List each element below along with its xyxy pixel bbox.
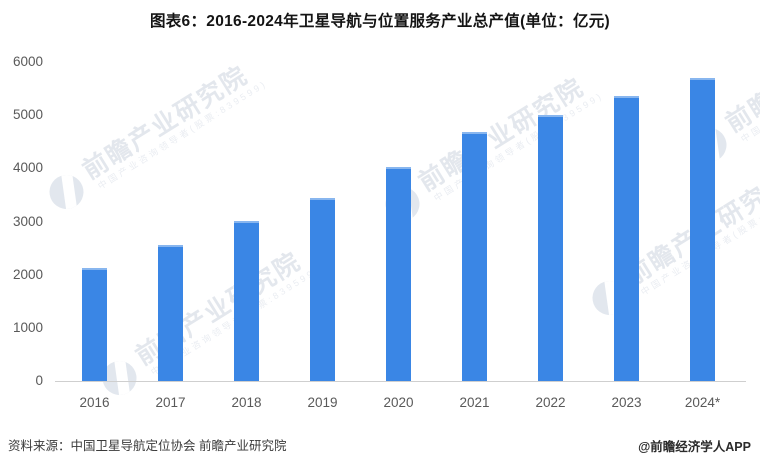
y-tick-label-5000: 5000 [12, 107, 43, 123]
bar-2019 [310, 198, 335, 381]
watermark: 前瞻产业研究院中国产业咨询领导者(股票:839599) [42, 55, 269, 217]
x-tick-label-2020: 2020 [383, 395, 414, 410]
bar-2023 [614, 96, 639, 381]
x-tick-label-2016: 2016 [79, 395, 110, 410]
y-tick-label-4000: 4000 [12, 160, 43, 176]
chart-title: 图表6：2016-2024年卫星导航与位置服务产业总产值(单位：亿元) [149, 13, 611, 30]
watermark-text: 前瞻产业研究院 [413, 73, 590, 197]
x-axis-line [55, 381, 746, 382]
y-tick-label-3000: 3000 [12, 213, 43, 229]
watermark: 前瞻产业研究院中国产业咨询领导者(股票:839599) [378, 67, 605, 229]
bar-2016 [82, 268, 107, 381]
bar-2024 [690, 78, 715, 381]
source-note: 资料来源：中国卫星导航定位协会 前瞻产业研究院 [8, 439, 287, 453]
x-tick-label-2022: 2022 [535, 395, 566, 410]
bar-2022 [538, 115, 563, 381]
watermark-subtext: 中国产业咨询领导者(股票:839599) [432, 90, 606, 204]
bar-2021 [462, 132, 487, 381]
bar-2020 [386, 167, 411, 381]
y-tick-label-6000: 6000 [12, 54, 43, 69]
y-tick-label-2000: 2000 [12, 266, 43, 282]
watermark-text: 前瞻产业研究院 [77, 61, 254, 185]
bar-2017 [158, 245, 183, 381]
x-tick-label-2018: 2018 [231, 395, 262, 410]
qianzhan-logo-icon [42, 168, 90, 216]
x-tick-label-2021: 2021 [459, 395, 490, 410]
watermark-subtext: 中国产业咨询领导者(股票:839599) [739, 31, 760, 145]
x-tick-label-2023: 2023 [611, 395, 642, 410]
x-tick-label-2019: 2019 [307, 395, 338, 410]
y-tick-label-0: 0 [35, 373, 43, 388]
x-tick-label-2024: 2024* [684, 395, 721, 410]
credit-note: @前瞻经济学人APP [638, 440, 751, 454]
watermark-subtext: 中国产业咨询领导者(股票:839599) [96, 78, 270, 192]
y-tick-label-1000: 1000 [12, 319, 43, 335]
x-tick-label-2017: 2017 [155, 395, 186, 410]
bar-2018 [234, 221, 259, 381]
